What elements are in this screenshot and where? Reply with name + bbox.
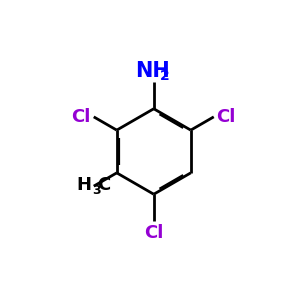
Text: C: C bbox=[97, 176, 110, 194]
Text: Cl: Cl bbox=[144, 224, 164, 242]
Text: H: H bbox=[76, 176, 92, 194]
Text: 3: 3 bbox=[93, 184, 101, 197]
Text: Cl: Cl bbox=[72, 108, 91, 126]
Text: 2: 2 bbox=[160, 69, 170, 83]
Text: Cl: Cl bbox=[217, 108, 236, 126]
Text: NH: NH bbox=[135, 61, 170, 81]
